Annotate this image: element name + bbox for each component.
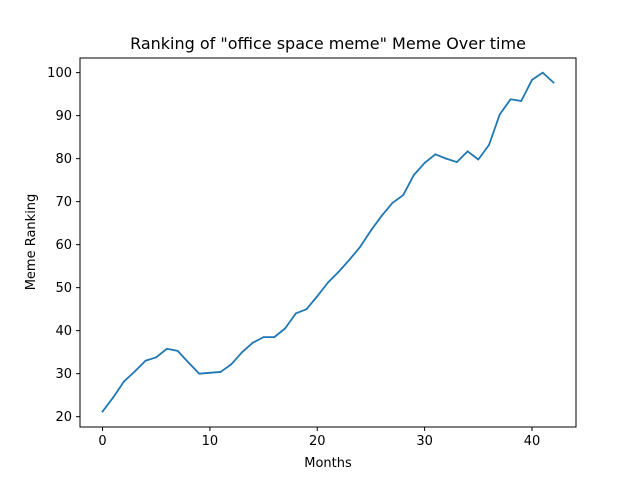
data-point (176, 349, 179, 352)
y-axis-label: Meme Ranking (24, 194, 39, 291)
data-point (209, 371, 211, 374)
data-point (219, 371, 222, 373)
data-point (359, 245, 362, 248)
y-tick-label: 100 (47, 66, 72, 81)
data-point (144, 359, 147, 362)
x-tick-label: 0 (98, 434, 106, 449)
data-point (305, 308, 308, 311)
data-point (262, 336, 265, 339)
x-axis: 0 10 20 30 40 (98, 427, 540, 449)
data-point (241, 351, 244, 354)
data-point (273, 336, 276, 339)
data-point (520, 100, 523, 102)
y-tick-label: 50 (55, 281, 72, 296)
data-point (445, 157, 447, 160)
y-tick-label: 70 (55, 195, 72, 210)
data-point (391, 202, 394, 204)
plot-frame (79, 57, 577, 428)
data-point (101, 410, 104, 413)
data-point (552, 81, 555, 84)
data-point (531, 79, 533, 81)
data-point (251, 341, 254, 344)
data-point (541, 71, 544, 74)
data-point (402, 194, 405, 197)
y-tick-label: 30 (55, 367, 72, 382)
data-point (412, 174, 415, 176)
data-point (509, 98, 512, 101)
data-point (337, 270, 340, 273)
x-tick-label: 20 (309, 434, 326, 449)
y-tick-label: 40 (55, 324, 72, 339)
x-tick-label: 40 (524, 434, 541, 449)
x-tick-label: 10 (202, 434, 219, 449)
y-tick-label: 60 (55, 238, 72, 253)
data-point (434, 153, 437, 156)
data-point (198, 372, 201, 375)
data-point (455, 161, 458, 163)
chart-title: Ranking of "office space meme" Meme Over… (130, 34, 526, 53)
y-tick-label: 20 (55, 410, 72, 425)
x-axis-label: Months (304, 456, 352, 471)
data-point (284, 327, 286, 330)
y-axis: 20 30 40 50 60 70 80 90 100 (47, 66, 80, 425)
data-point (498, 113, 501, 116)
series-layer (101, 71, 555, 413)
y-tick-label: 90 (55, 109, 72, 124)
y-tick-label: 80 (55, 152, 72, 167)
data-point (166, 347, 168, 350)
data-point (187, 361, 190, 364)
data-point (230, 363, 233, 366)
plot-area (80, 58, 576, 427)
data-point (423, 162, 426, 164)
data-point (155, 356, 158, 359)
data-point (348, 258, 351, 261)
data-point (123, 380, 125, 383)
data-point (488, 143, 490, 146)
data-point (327, 281, 329, 284)
data-point (380, 214, 383, 217)
data-point (112, 396, 115, 399)
data-point (316, 295, 319, 298)
data-point (466, 150, 469, 153)
x-tick-label: 30 (416, 434, 433, 449)
data-point (294, 312, 297, 315)
data-point (133, 370, 136, 373)
data-point (370, 229, 372, 232)
data-point (477, 158, 480, 161)
